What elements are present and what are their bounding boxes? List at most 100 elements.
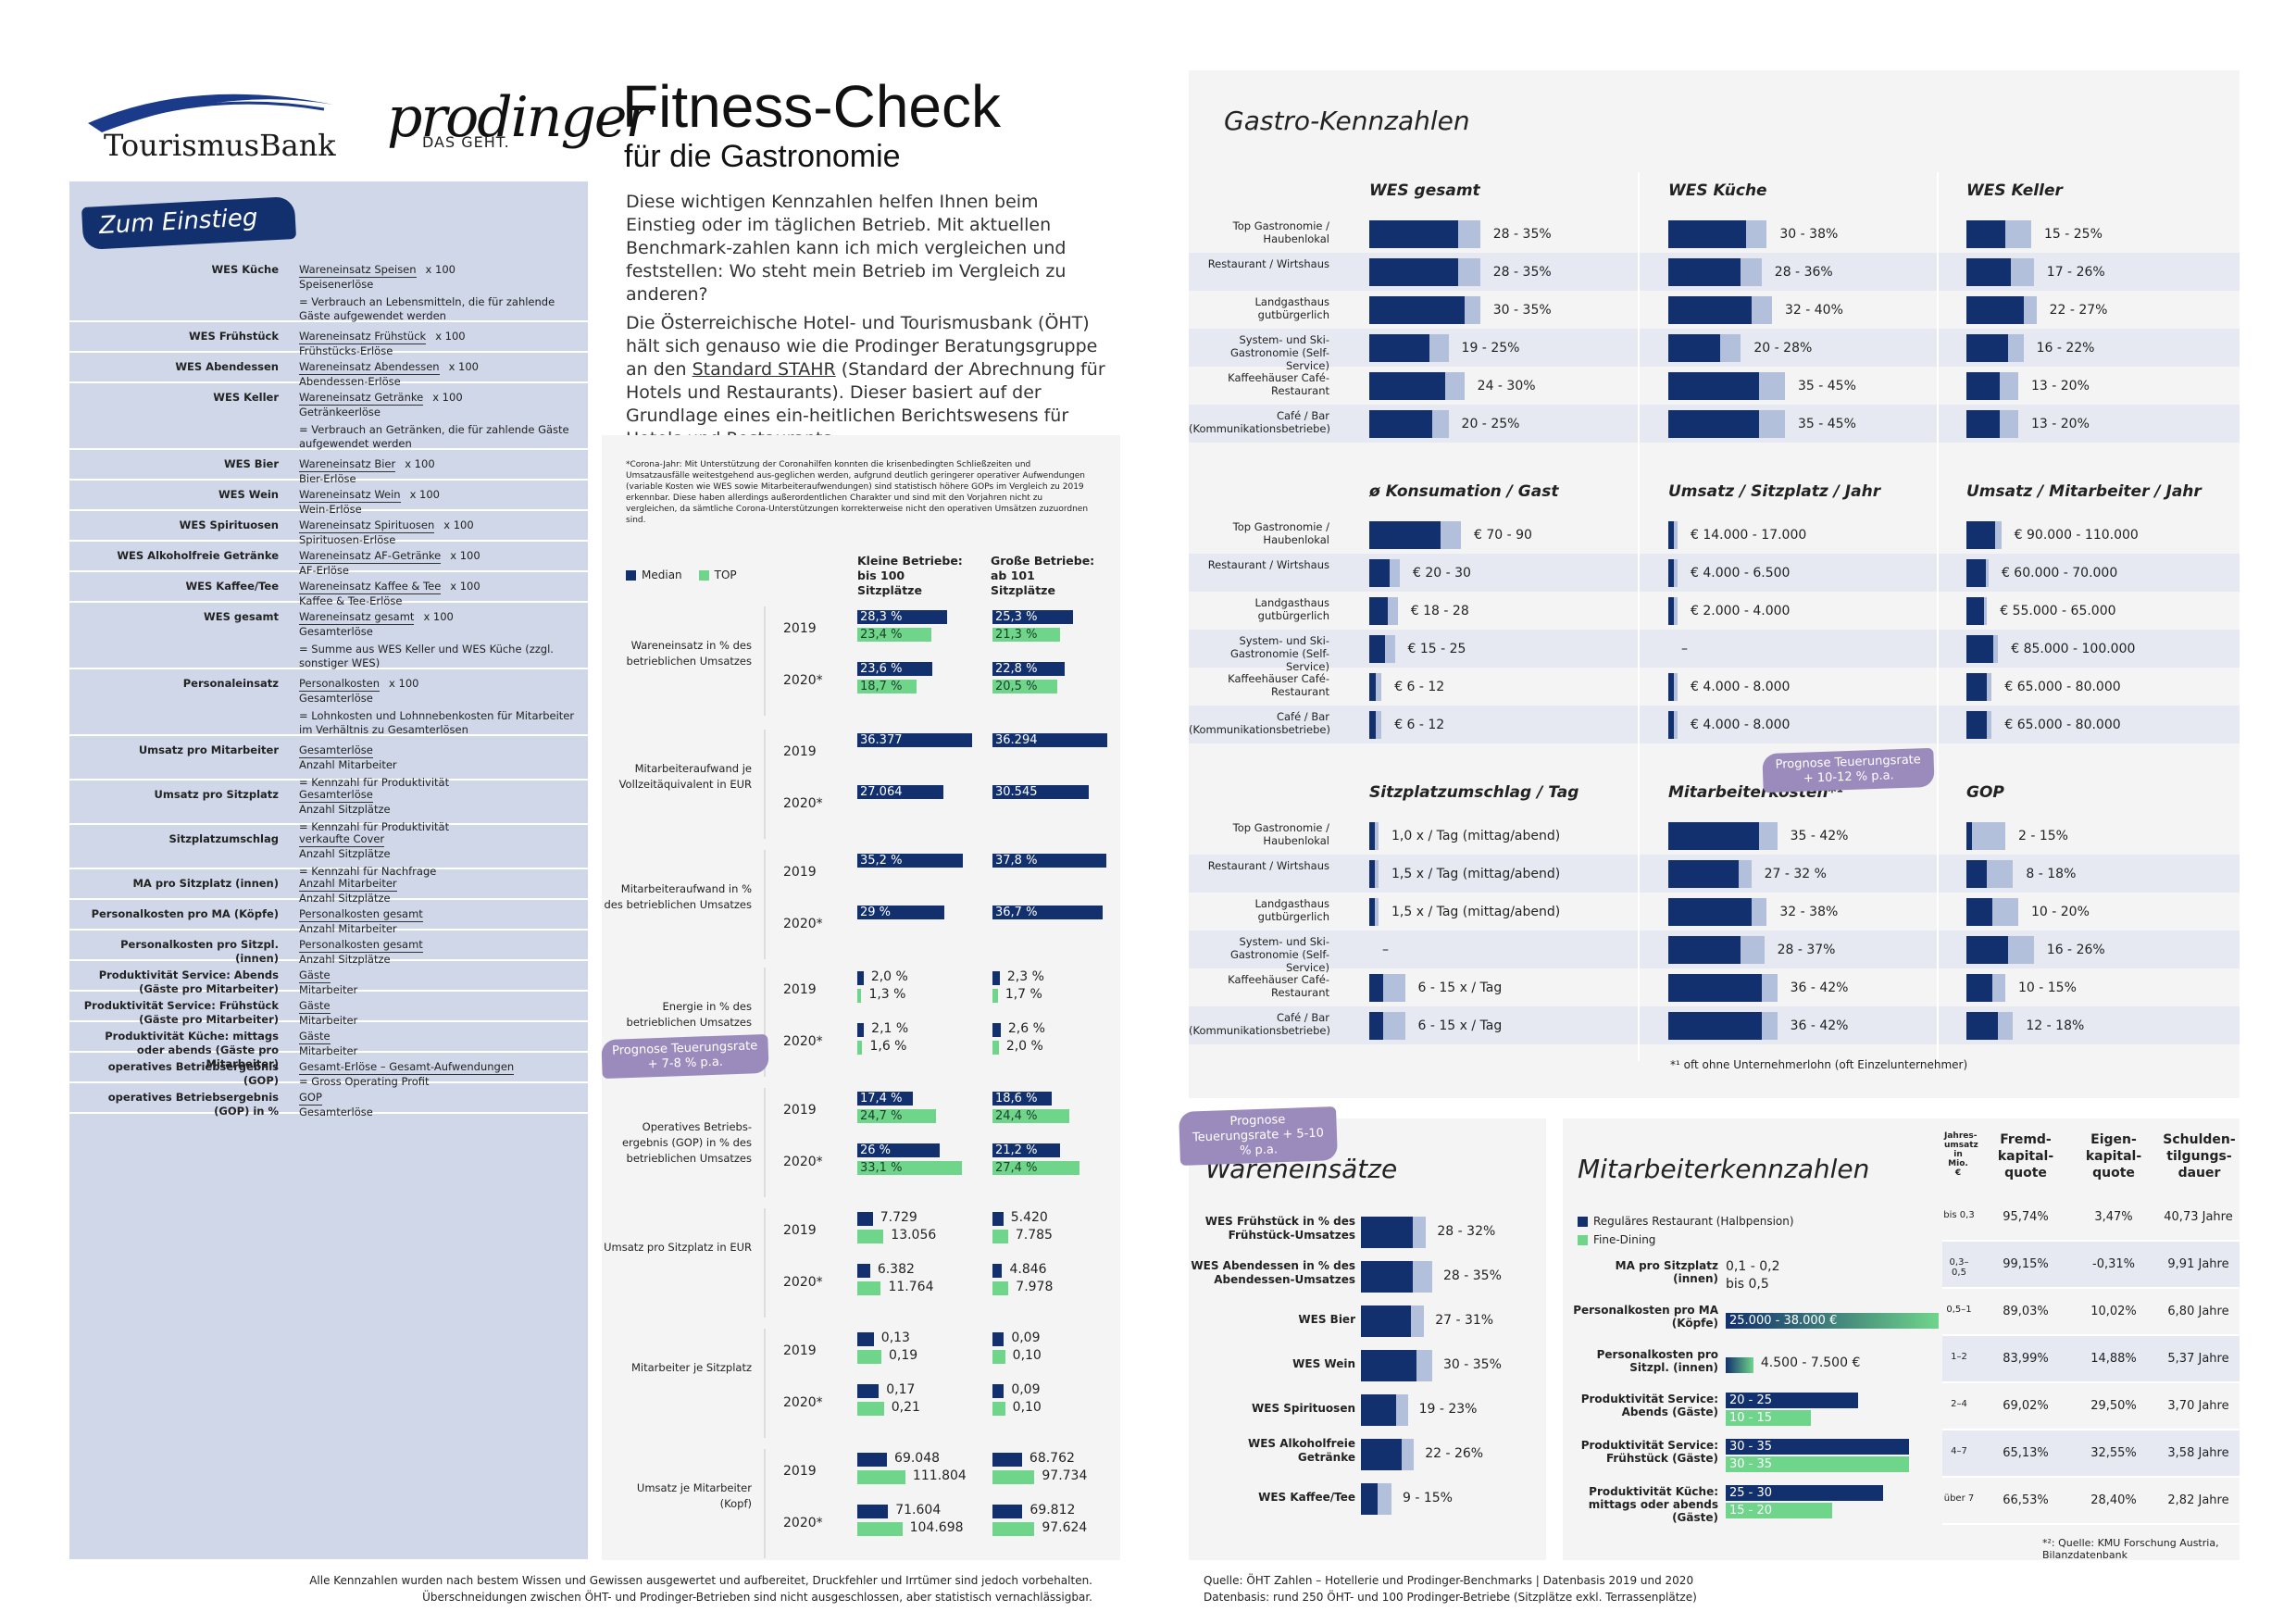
formula-denominator: Bier-Erlöse	[299, 472, 356, 485]
definition-label: Produktivität Service: Frühstück (Gäste …	[83, 999, 279, 1026]
gastro-row: Landgasthaus gutbürgerlich € 18 - 28 € 2.0…	[1189, 592, 2240, 630]
definition-label: WES Küche	[211, 263, 279, 276]
range-value: –	[1681, 642, 1688, 656]
legend-top: TOP	[714, 568, 737, 581]
gastro-cell: € 65.000 - 80.000	[1966, 673, 2170, 701]
range-value: € 18 - 28	[1410, 604, 1469, 618]
year-label: 2020*	[783, 1395, 823, 1410]
range-value: 2 - 15%	[2018, 829, 2068, 843]
kmu-row: 0,5–1 89,03% 10,02% 6,80 Jahre	[1942, 1289, 2240, 1336]
top-bar: 23,4 %	[857, 628, 932, 642]
gastro-row: Café / Bar (Kommunikationsbetriebe) 20 - …	[1189, 405, 2240, 443]
business-type-label: Café / Bar (Kommunikationsbetriebe)	[1189, 409, 1330, 435]
mit-row: Personalkosten pro Sitzpl. (innen) 4.500 …	[1563, 1346, 1942, 1389]
definition-row: operatives Betriebsergebnis (GOP) Gesamt-…	[69, 1053, 588, 1088]
gastro-cell: € 90.000 - 110.000	[1966, 521, 2170, 549]
top-bar	[992, 1522, 1035, 1536]
top-value: 0,21	[891, 1400, 920, 1415]
business-type-label: Landgasthaus gutbürgerlich	[1254, 897, 1329, 923]
median-value: 71.604	[895, 1503, 942, 1518]
range-value: 1,0 x / Tag (mittag/abend)	[1391, 829, 1561, 843]
median-bar: 37,8 %	[992, 854, 1106, 868]
gastro-cell: 35 - 45%	[1668, 410, 1872, 438]
fine-bar	[1726, 1357, 1753, 1373]
year-label: 2020*	[783, 917, 823, 931]
year-label: 2020*	[783, 1275, 823, 1290]
formula-denominator: Getränkeerlöse	[299, 406, 381, 418]
mit-row: Produktivität Service: Frühstück (Gäste)…	[1563, 1437, 1942, 1480]
range-value: 27 - 32 %	[1764, 867, 1827, 881]
definition-formula: Anzahl Mitarbeiter Anzahl Sitzplätze	[299, 877, 397, 906]
median-bar	[857, 971, 864, 985]
gastro-kennzahlen-panel: Gastro-Kennzahlen *¹ oft ohne Unternehme…	[1189, 70, 2240, 1098]
median-bar: 30.545	[992, 785, 1090, 799]
top-bar	[857, 1522, 903, 1536]
gastro-cell: 6 - 15 x / Tag	[1369, 1012, 1573, 1040]
gastro-section: Sitzplatzumschlag / Tag Mitarbeiterkosten…	[1189, 783, 2240, 1052]
range-value: 10 - 20%	[2031, 905, 2090, 919]
metric-divider	[764, 1088, 766, 1197]
range-value: 19 - 25%	[1461, 341, 1520, 356]
definition-formula: Wareneinsatz Spirituosen x 100 Spirituosen…	[299, 518, 474, 547]
wes-label: WES Alkoholfreie Getränke	[1248, 1437, 1355, 1464]
definition-label: WES Kaffee/Tee	[185, 580, 279, 593]
wes-label: WES Kaffee/Tee	[1258, 1491, 1355, 1504]
wes-value: 19 - 23%	[1418, 1402, 1478, 1417]
definition-label: Personalkosten pro Sitzpl. (innen)	[120, 938, 279, 965]
mit-title: Mitarbeiterkennzahlen	[1578, 1154, 1870, 1184]
top-bar	[992, 1281, 1009, 1295]
year-label: 2019	[783, 744, 817, 759]
definitions-panel: Zum Einstieg WES Küche Wareneinsatz Speis…	[69, 181, 588, 1559]
median-bar	[857, 1505, 889, 1518]
median-bar	[992, 1384, 1004, 1398]
gastro-cell: € 4.000 - 8.000	[1668, 711, 1872, 739]
range-low-bar	[1369, 1012, 1384, 1040]
formula-denominator: Anzahl Sitzplätze	[299, 892, 391, 905]
formula-note: = Kennzahl für Produktivität	[299, 820, 450, 833]
definition-formula: Gesamt-Erlöse – Gesamt-Aufwendungen = Gro…	[299, 1060, 515, 1089]
kmu-cell: 3,47%	[2094, 1210, 2133, 1224]
gastro-row: Landgasthaus gutbürgerlich 1,5 x / Tag (m…	[1189, 893, 2240, 931]
range-low-bar	[1966, 521, 1995, 549]
business-type-label: Restaurant / Wirtshaus	[1207, 558, 1329, 571]
benchmark-charts-panel: *Corona-Jahr: Mit Unterstützung der Coro…	[601, 435, 1120, 1560]
wes-row: WES Spirituosen 19 - 23%	[1189, 1389, 1546, 1431]
kmu-cell: 3,70 Jahre	[2167, 1399, 2229, 1413]
top-value: 2,0 %	[1005, 1039, 1043, 1054]
gastro-cell: € 70 - 90	[1369, 521, 1573, 549]
kmu-cell: 14,88%	[2090, 1352, 2137, 1366]
definition-formula: Wareneinsatz Getränke x 100 Getränkeerlöse…	[299, 391, 588, 451]
gastro-cell: € 6 - 12	[1369, 711, 1573, 739]
formula-multiplier: x 100	[450, 580, 480, 593]
formula-numerator: Wareneinsatz Wein	[299, 488, 401, 503]
definition-row: WES Abendessen Wareneinsatz Abendessen x 1…	[69, 353, 588, 388]
kmu-cell: 29,50%	[2090, 1399, 2137, 1413]
gastro-row: Top Gastronomie / Haubenlokal € 70 - 90 € …	[1189, 516, 2240, 554]
top-value: 13.056	[891, 1228, 937, 1243]
year-label: 2019	[783, 1223, 817, 1238]
intro-text-a: Die Österreichische Hotel- und Tourismus…	[626, 313, 1098, 380]
top-bar	[857, 1230, 884, 1243]
median-value: 69.048	[894, 1451, 941, 1466]
legend-regular: Reguläres Restaurant (Halbpension)	[1578, 1215, 1794, 1228]
definition-formula: Gäste Mitarbeiter	[299, 968, 357, 997]
metric-label: Operatives Betriebs-ergebnis (GOP) in % …	[621, 1120, 752, 1165]
wes-value: 30 - 35%	[1443, 1357, 1502, 1372]
gastro-row: Café / Bar (Kommunikationsbetriebe) 6 - 1…	[1189, 1006, 2240, 1044]
wes-low-bar	[1361, 1483, 1378, 1515]
gastro-cell: 28 - 36%	[1668, 258, 1872, 286]
top-bar	[992, 1470, 1035, 1484]
kmu-cell: 66,53%	[2003, 1493, 2049, 1507]
wes-label: WES Frühstück in % des Frühstück-Umsatze…	[1204, 1215, 1355, 1242]
definition-label: Personaleinsatz	[182, 677, 279, 690]
definition-label: WES Abendessen	[175, 360, 279, 373]
kmu-cell: 0,5–1	[1946, 1305, 1972, 1315]
range-low-bar	[1369, 597, 1388, 625]
formula-multiplier: x 100	[432, 391, 463, 404]
gastro-row: Landgasthaus gutbürgerlich 30 - 35% 32 - 4…	[1189, 291, 2240, 329]
top-bar	[992, 1402, 1005, 1416]
stahr-link[interactable]: Standard STAHR	[692, 359, 836, 380]
range-value: 28 - 36%	[1774, 265, 1833, 280]
range-value: € 4.000 - 8.000	[1691, 680, 1791, 694]
definition-formula: Wareneinsatz Abendessen x 100 Abendessen-E…	[299, 360, 479, 389]
